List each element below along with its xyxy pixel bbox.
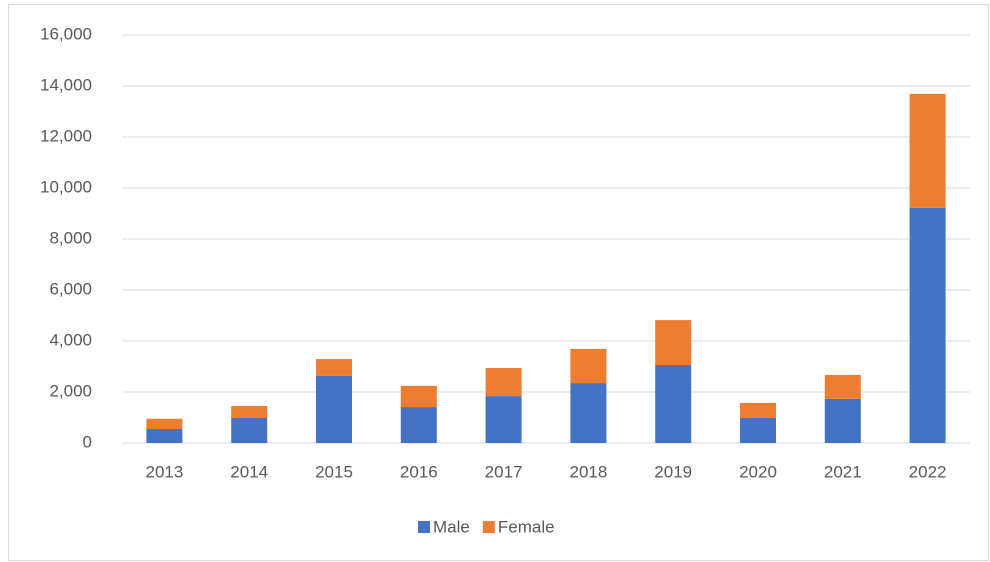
x-tick-label: 2021 — [824, 462, 862, 481]
x-tick-label: 2013 — [145, 462, 183, 481]
bar-segment — [485, 396, 522, 443]
bar-segment — [146, 428, 183, 443]
y-tick-label: 2,000 — [49, 381, 92, 400]
y-tick-label: 12,000 — [40, 126, 92, 145]
x-tick-label: 2015 — [315, 462, 353, 481]
bar-segment — [316, 359, 352, 376]
bar-segment — [740, 402, 776, 419]
y-tick-label: 0 — [83, 432, 92, 451]
bar-segment — [824, 374, 861, 399]
legend-swatch — [418, 521, 430, 533]
y-tick-label: 16,000 — [40, 24, 92, 43]
legend-swatch — [482, 521, 495, 533]
bar-segment — [740, 418, 776, 443]
x-tick-label: 2020 — [739, 462, 777, 481]
bar-segment — [146, 418, 183, 429]
x-tick-label: 2018 — [569, 462, 607, 481]
bar-segment — [570, 348, 607, 384]
bar-segment — [400, 407, 437, 443]
x-tick-label: 2014 — [230, 462, 268, 481]
bar-segment — [655, 320, 692, 365]
bar-segment — [485, 368, 522, 397]
bar-segment — [316, 375, 352, 443]
y-tick-label: 8,000 — [49, 228, 92, 247]
bar-segment — [570, 383, 607, 443]
x-tick-label: 2022 — [909, 462, 947, 481]
x-tick-label: 2016 — [400, 462, 438, 481]
y-tick-label: 6,000 — [49, 279, 92, 298]
bar-segment — [909, 207, 946, 443]
bar-segment — [231, 406, 268, 419]
legend-label: Female — [498, 517, 555, 536]
bar-segment — [400, 385, 437, 408]
bar-segment — [231, 418, 268, 443]
bar-segment — [909, 93, 946, 208]
x-tick-label: 2017 — [485, 462, 523, 481]
y-tick-label: 4,000 — [49, 330, 92, 349]
bar-segment — [824, 398, 861, 443]
chart-border — [8, 4, 989, 561]
y-tick-label: 14,000 — [40, 75, 92, 94]
bar-segment — [655, 364, 692, 443]
legend-label: Male — [433, 517, 470, 536]
x-tick-label: 2019 — [654, 462, 692, 481]
y-tick-label: 10,000 — [40, 177, 92, 196]
